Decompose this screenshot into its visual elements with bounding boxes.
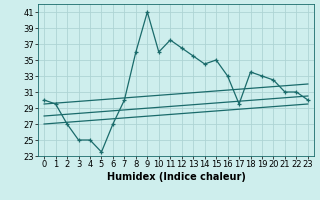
- X-axis label: Humidex (Indice chaleur): Humidex (Indice chaleur): [107, 172, 245, 182]
